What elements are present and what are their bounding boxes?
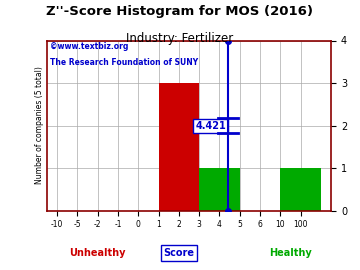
Text: Z''-Score Histogram for MOS (2016): Z''-Score Histogram for MOS (2016) <box>46 5 314 18</box>
Bar <box>280 168 321 211</box>
Text: Industry: Fertilizer: Industry: Fertilizer <box>126 32 234 45</box>
Bar <box>199 168 240 211</box>
Text: 4.421: 4.421 <box>195 120 226 131</box>
Text: Unhealthy: Unhealthy <box>69 248 126 258</box>
Text: The Research Foundation of SUNY: The Research Foundation of SUNY <box>50 58 198 66</box>
Y-axis label: Number of companies (5 total): Number of companies (5 total) <box>35 67 44 184</box>
Text: Score: Score <box>163 248 194 258</box>
Text: Healthy: Healthy <box>269 248 312 258</box>
Bar <box>158 83 199 211</box>
Text: ©www.textbiz.org: ©www.textbiz.org <box>50 42 128 51</box>
